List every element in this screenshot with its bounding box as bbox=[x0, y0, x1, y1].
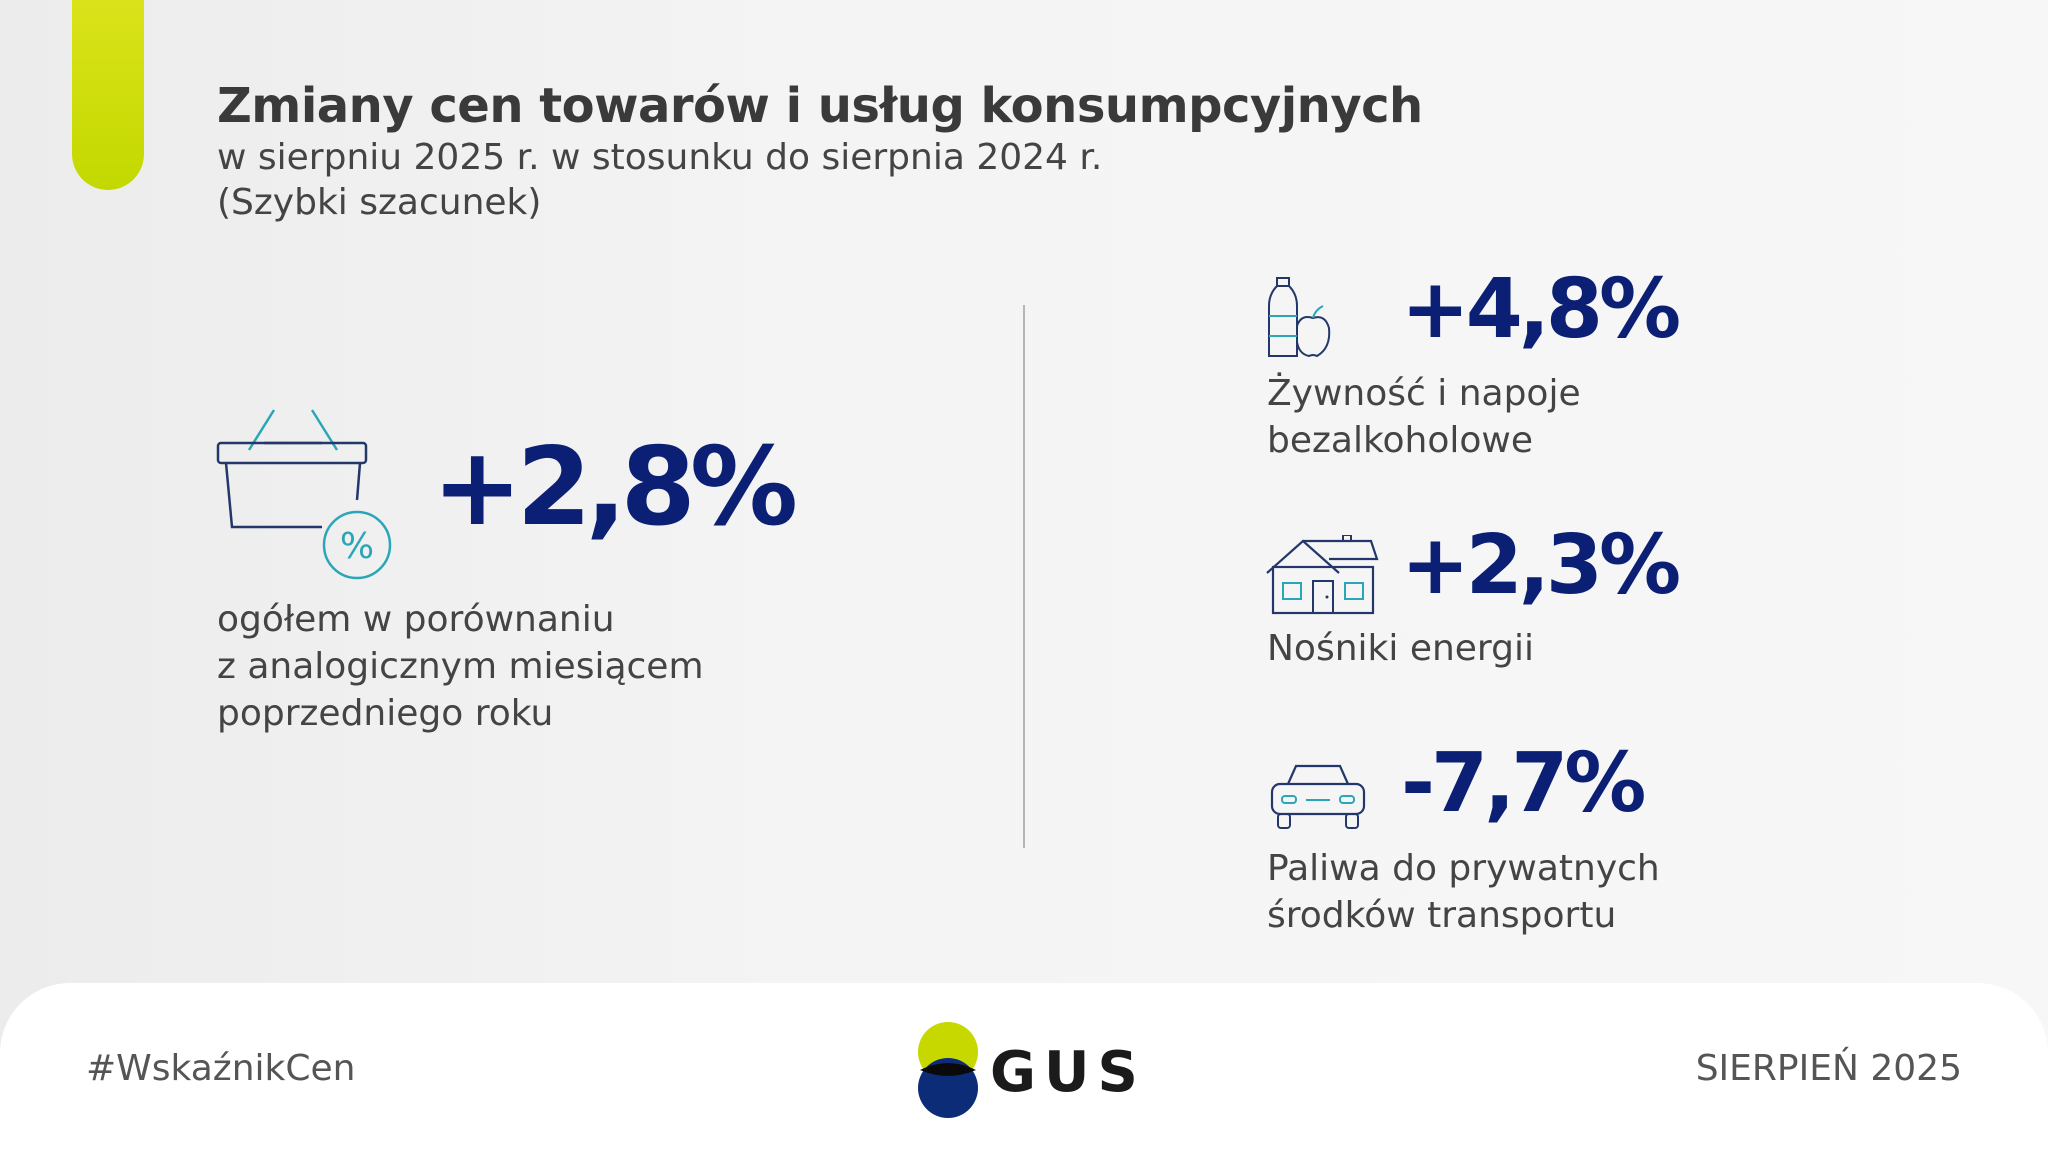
page-subtitle: w sierpniu 2025 r. w stosunku do sierpni… bbox=[217, 137, 1103, 178]
category-food-label-line: Żywność i napoje bbox=[1267, 373, 1581, 414]
accent-bar bbox=[72, 0, 144, 190]
shopping-basket-percent-icon: % bbox=[216, 409, 392, 580]
hashtag-link[interactable]: #WskaźnikCen bbox=[86, 1048, 356, 1089]
category-food-label-line: bezalkoholowe bbox=[1267, 420, 1534, 461]
category-energy-value: +2,3% bbox=[1401, 518, 1681, 613]
category-energy-label-line: Nośniki energii bbox=[1267, 628, 1534, 669]
gus-logo-icon bbox=[918, 1022, 978, 1118]
overall-description-line: ogółem w porównaniu bbox=[217, 599, 615, 640]
footer bbox=[0, 983, 2048, 1152]
category-fuel-label-line: Paliwa do prywatnych bbox=[1267, 848, 1660, 889]
page-title: Zmiany cen towarów i usług konsumpcyjnyc… bbox=[217, 78, 1423, 134]
overall-description-line: z analogicznym miesiącem bbox=[217, 646, 704, 687]
publication-date: SIERPIEŃ 2025 bbox=[1695, 1048, 1962, 1089]
divider bbox=[1023, 305, 1025, 848]
overall-description-line: poprzedniego roku bbox=[217, 693, 554, 734]
category-fuel-label-line: środków transportu bbox=[1267, 895, 1617, 936]
category-fuel-label: Paliwa do prywatnych środków transportu bbox=[1267, 845, 1660, 939]
category-fuel-value: -7,7% bbox=[1401, 736, 1646, 831]
gus-logo-text: GUS bbox=[990, 1040, 1146, 1105]
category-food-value: +4,8% bbox=[1401, 262, 1681, 357]
svg-text:%: % bbox=[340, 526, 374, 567]
page-subtitle-note: (Szybki szacunek) bbox=[217, 182, 542, 223]
category-food-label: Żywność i napoje bezalkoholowe bbox=[1267, 370, 1581, 464]
category-energy-label: Nośniki energii bbox=[1267, 625, 1534, 672]
car-icon bbox=[1270, 764, 1366, 829]
overall-description: ogółem w porównaniu z analogicznym miesi… bbox=[217, 596, 704, 737]
bottle-apple-icon bbox=[1268, 277, 1331, 358]
overall-value: +2,8% bbox=[432, 425, 798, 550]
house-icon bbox=[1266, 535, 1379, 615]
